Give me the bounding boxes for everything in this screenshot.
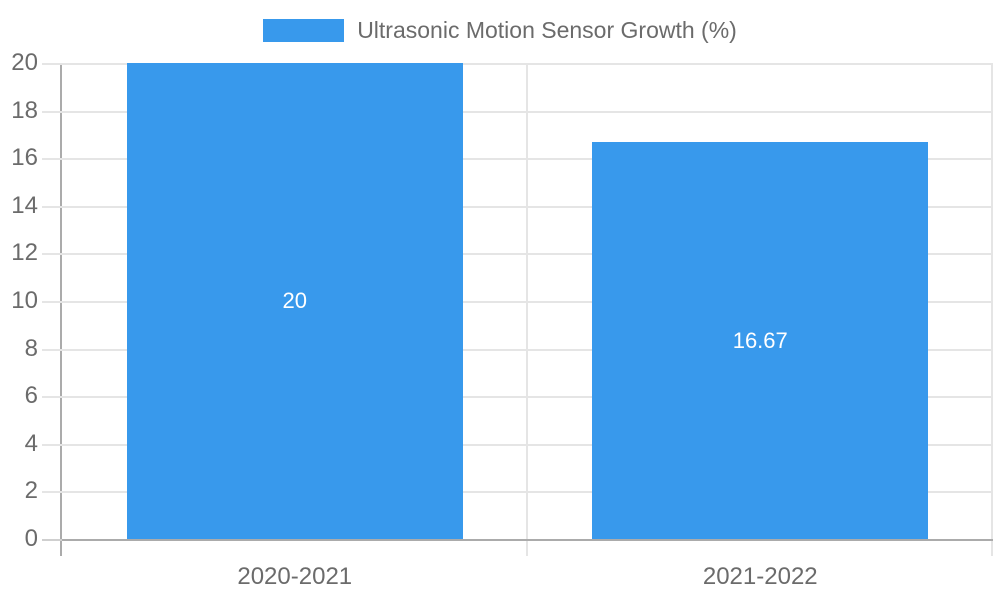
legend-label: Ultrasonic Motion Sensor Growth (%) (357, 17, 737, 43)
gridline-horizontal (42, 63, 993, 65)
y-axis-tick-label: 14 (11, 191, 38, 219)
y-axis-tick (42, 539, 62, 541)
bar[interactable]: 16.67 (592, 142, 929, 539)
gridline-horizontal (42, 491, 993, 494)
chart-legend[interactable]: Ultrasonic Motion Sensor Growth (%) (0, 19, 1000, 42)
y-axis-tick-label: 0 (24, 525, 38, 552)
y-axis-tick-label: 2 (24, 477, 38, 505)
x-axis-tick (60, 541, 62, 556)
y-axis-tick-label: 6 (24, 382, 38, 410)
y-axis-tick-label: 20 (11, 49, 38, 76)
y-axis-tick-label: 10 (11, 287, 38, 314)
y-axis-tick-label: 18 (11, 96, 38, 124)
gridline-horizontal (42, 348, 993, 351)
gridline-horizontal (42, 443, 993, 446)
x-axis-tick (525, 541, 528, 556)
gridline-vertical (525, 63, 528, 539)
y-axis-tick-label: 12 (11, 239, 38, 267)
legend-swatch-icon (263, 19, 345, 42)
plot-area: 0 2 4 6 8 10 12 14 16 18 20 20 2020-2021 16.67 2021-20… (11, 51, 993, 589)
y-axis-tick-label: 16 (11, 144, 38, 172)
gridline-horizontal (42, 158, 993, 161)
gridline-horizontal (42, 253, 993, 256)
x-axis-category-label: 2020-2021 (237, 563, 353, 590)
gridline-horizontal (42, 396, 993, 399)
y-axis-tick-label: 8 (24, 334, 38, 362)
gridline-horizontal (42, 301, 993, 303)
bar[interactable]: 20 (126, 63, 463, 539)
gridline-horizontal (42, 110, 993, 113)
bar-value-label: 20 (282, 288, 307, 313)
x-axis-category-label: 2021-2022 (702, 563, 818, 590)
bar-value-label: 16.67 (732, 327, 788, 353)
gridline-vertical (991, 63, 993, 539)
gridline-horizontal (42, 205, 993, 208)
y-axis-tick-label: 4 (24, 429, 38, 457)
x-axis-tick (991, 541, 993, 556)
